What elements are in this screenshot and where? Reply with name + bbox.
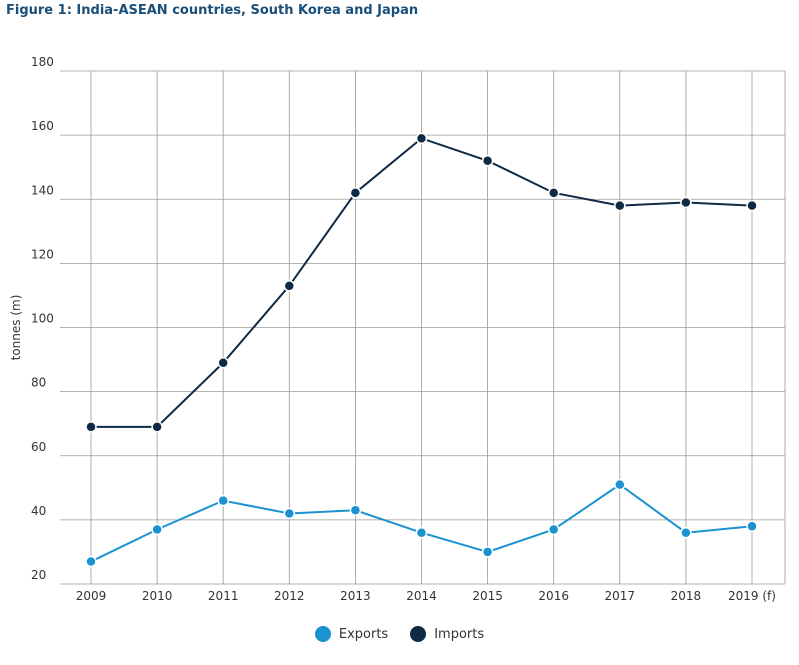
data-point-exports-2013[interactable] (349, 504, 362, 517)
data-point-exports-2018[interactable] (680, 526, 692, 539)
y-tick-label: 140 (31, 183, 54, 197)
y-tick-label: 100 (31, 312, 54, 326)
x-tick-label: 2016 (538, 589, 569, 603)
data-point-imports-2017[interactable] (614, 199, 626, 212)
x-tick-label: 2011 (208, 589, 239, 603)
data-point-imports-2010[interactable] (151, 421, 163, 433)
data-point-imports-2018[interactable] (680, 196, 692, 209)
x-tick-label: 2010 (142, 589, 173, 603)
x-tick-label: 2014 (406, 589, 437, 603)
data-point-exports-2012[interactable] (283, 507, 296, 520)
grid (60, 70, 786, 585)
x-tick-label: 2018 (671, 589, 702, 603)
data-point-exports-2011[interactable] (217, 494, 229, 507)
data-point-imports-2014[interactable] (415, 132, 428, 145)
legend-item-exports[interactable]: Exports (314, 626, 389, 642)
x-axis-ticks: 2009 2010 2011 2012 2013 2014 2015 2016 2017 2018… (76, 589, 776, 603)
legend-label-imports: Imports (434, 626, 485, 642)
y-tick-label: 40 (31, 504, 46, 518)
legend-swatch-exports (314, 626, 331, 642)
legend-swatch-imports (410, 626, 427, 642)
x-tick-label: 2017 (605, 589, 636, 603)
y-tick-label: 160 (31, 119, 54, 133)
y-tick-label: 60 (31, 440, 46, 454)
y-axis-label: tonnes (m) (9, 295, 23, 361)
y-tick-label: 20 (31, 568, 46, 582)
y-tick-label: 120 (31, 247, 54, 261)
legend-item-imports[interactable]: Imports (410, 626, 484, 642)
series-group (85, 132, 758, 568)
x-tick-label: 2013 (340, 589, 371, 603)
legend-label-exports: Exports (338, 626, 389, 642)
data-point-exports-2014[interactable] (415, 526, 428, 539)
data-point-exports-2017[interactable] (614, 478, 626, 491)
data-point-exports-2019 (f)[interactable] (746, 520, 758, 533)
x-tick-label: 2012 (274, 589, 305, 603)
x-tick-label: 2015 (472, 589, 503, 603)
x-tick-label: 2019 (f) (728, 589, 776, 603)
data-point-imports-2009[interactable] (85, 421, 97, 433)
data-point-imports-2011[interactable] (217, 357, 229, 369)
data-point-exports-2009[interactable] (85, 555, 97, 568)
x-tick-label: 2009 (76, 589, 107, 603)
data-point-imports-2013[interactable] (349, 187, 362, 199)
y-tick-label: 180 (31, 55, 54, 69)
data-point-exports-2010[interactable] (151, 523, 163, 536)
legend: Exports Imports (0, 626, 799, 642)
data-point-imports-2019 (f)[interactable] (746, 199, 758, 212)
data-point-imports-2015[interactable] (481, 155, 494, 167)
data-point-exports-2015[interactable] (481, 546, 494, 558)
data-point-exports-2016[interactable] (547, 523, 560, 536)
y-axis-ticks: 20 40 60 80 100 120 140 160 180 (31, 55, 54, 582)
chart-title: Figure 1: India-ASEAN countries, South K… (6, 3, 419, 18)
data-point-imports-2012[interactable] (283, 280, 296, 292)
y-tick-label: 80 (31, 376, 46, 390)
data-point-imports-2016[interactable] (547, 187, 560, 199)
